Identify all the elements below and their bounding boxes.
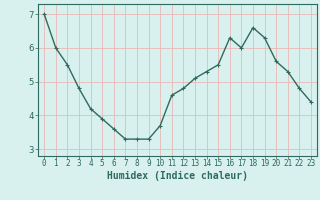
X-axis label: Humidex (Indice chaleur): Humidex (Indice chaleur): [107, 171, 248, 181]
